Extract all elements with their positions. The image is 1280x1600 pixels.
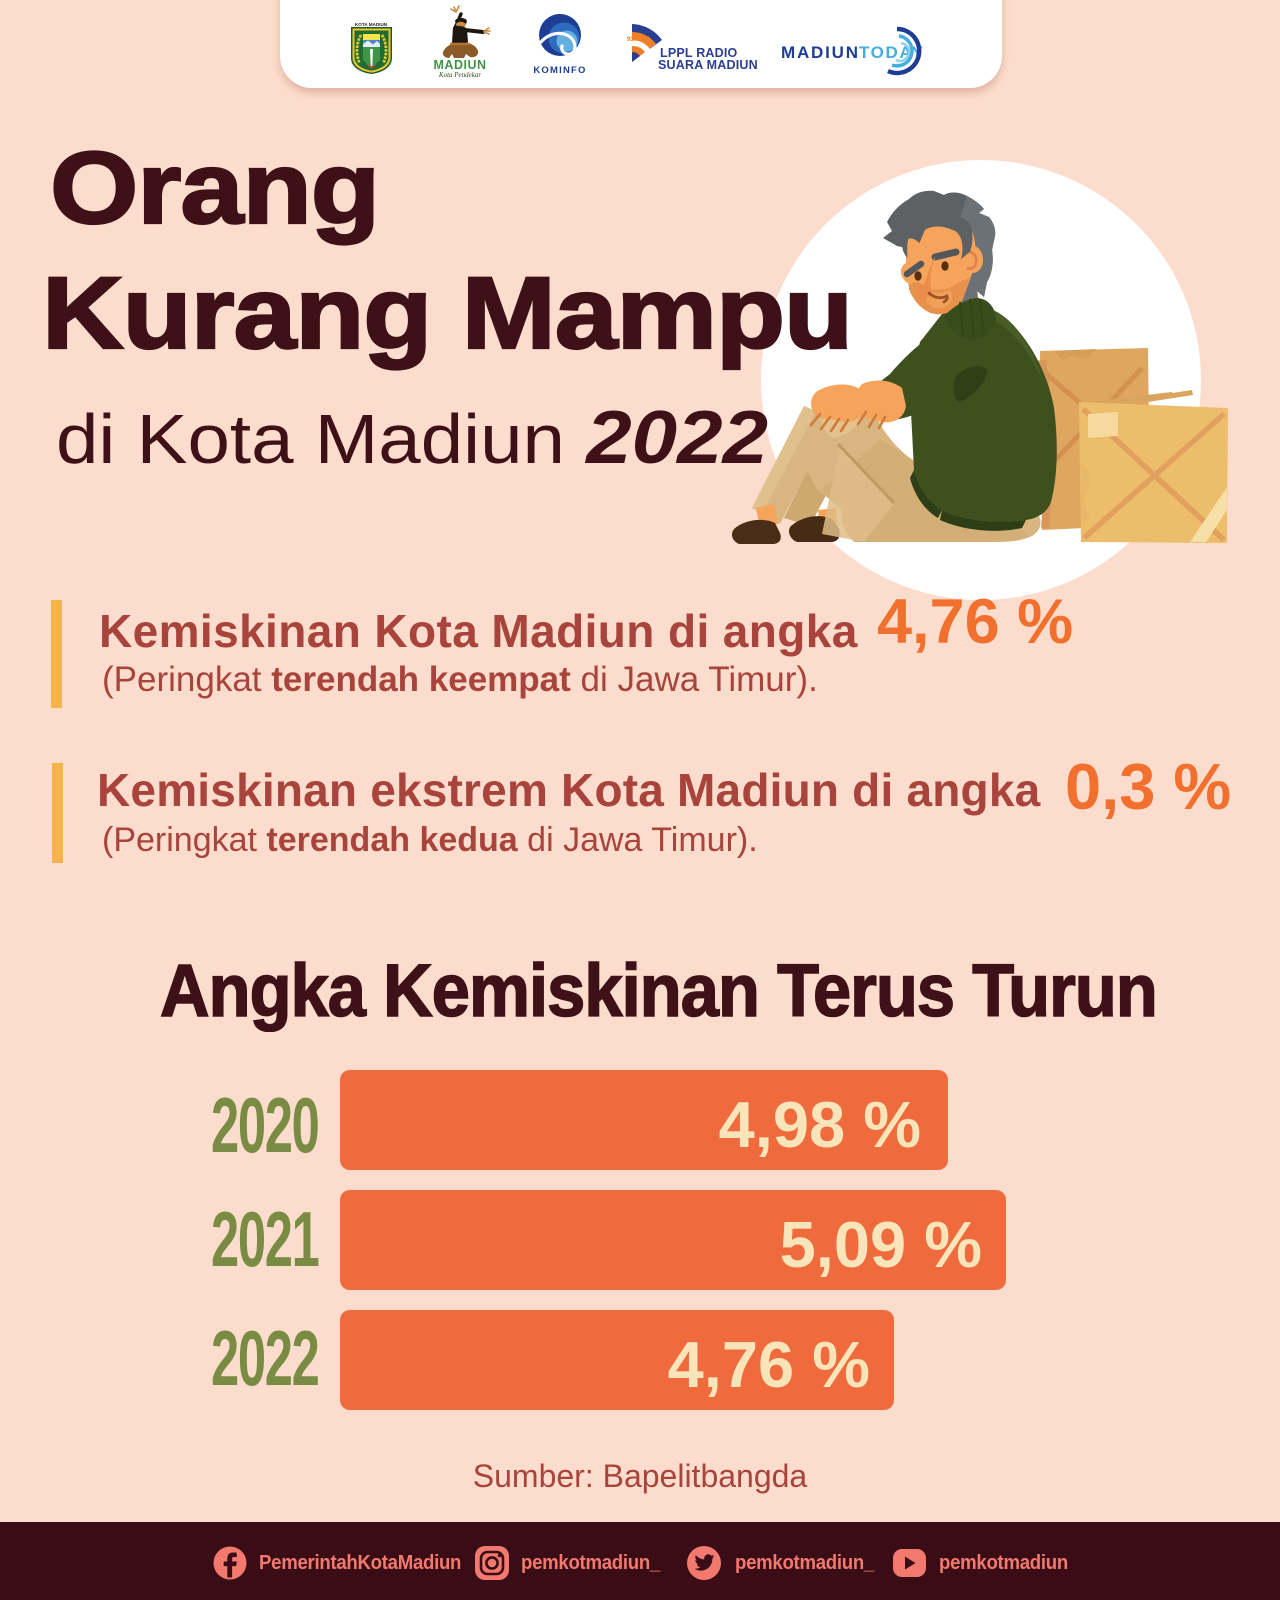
- svg-text:TODAY: TODAY: [859, 43, 925, 62]
- svg-text:LPPL RADIO: LPPL RADIO: [660, 46, 738, 60]
- svg-text:MADIUN: MADIUN: [434, 58, 487, 72]
- svg-text:KOMINFO: KOMINFO: [533, 65, 586, 76]
- svg-text:Kota Pendekar: Kota Pendekar: [438, 71, 481, 79]
- svg-text:SUARA MADIUN: SUARA MADIUN: [658, 58, 758, 72]
- svg-text:KOTA MADIUN: KOTA MADIUN: [355, 22, 388, 27]
- svg-text:MADIUN: MADIUN: [781, 43, 860, 62]
- svg-text:93.0 FM: 93.0 FM: [627, 36, 650, 43]
